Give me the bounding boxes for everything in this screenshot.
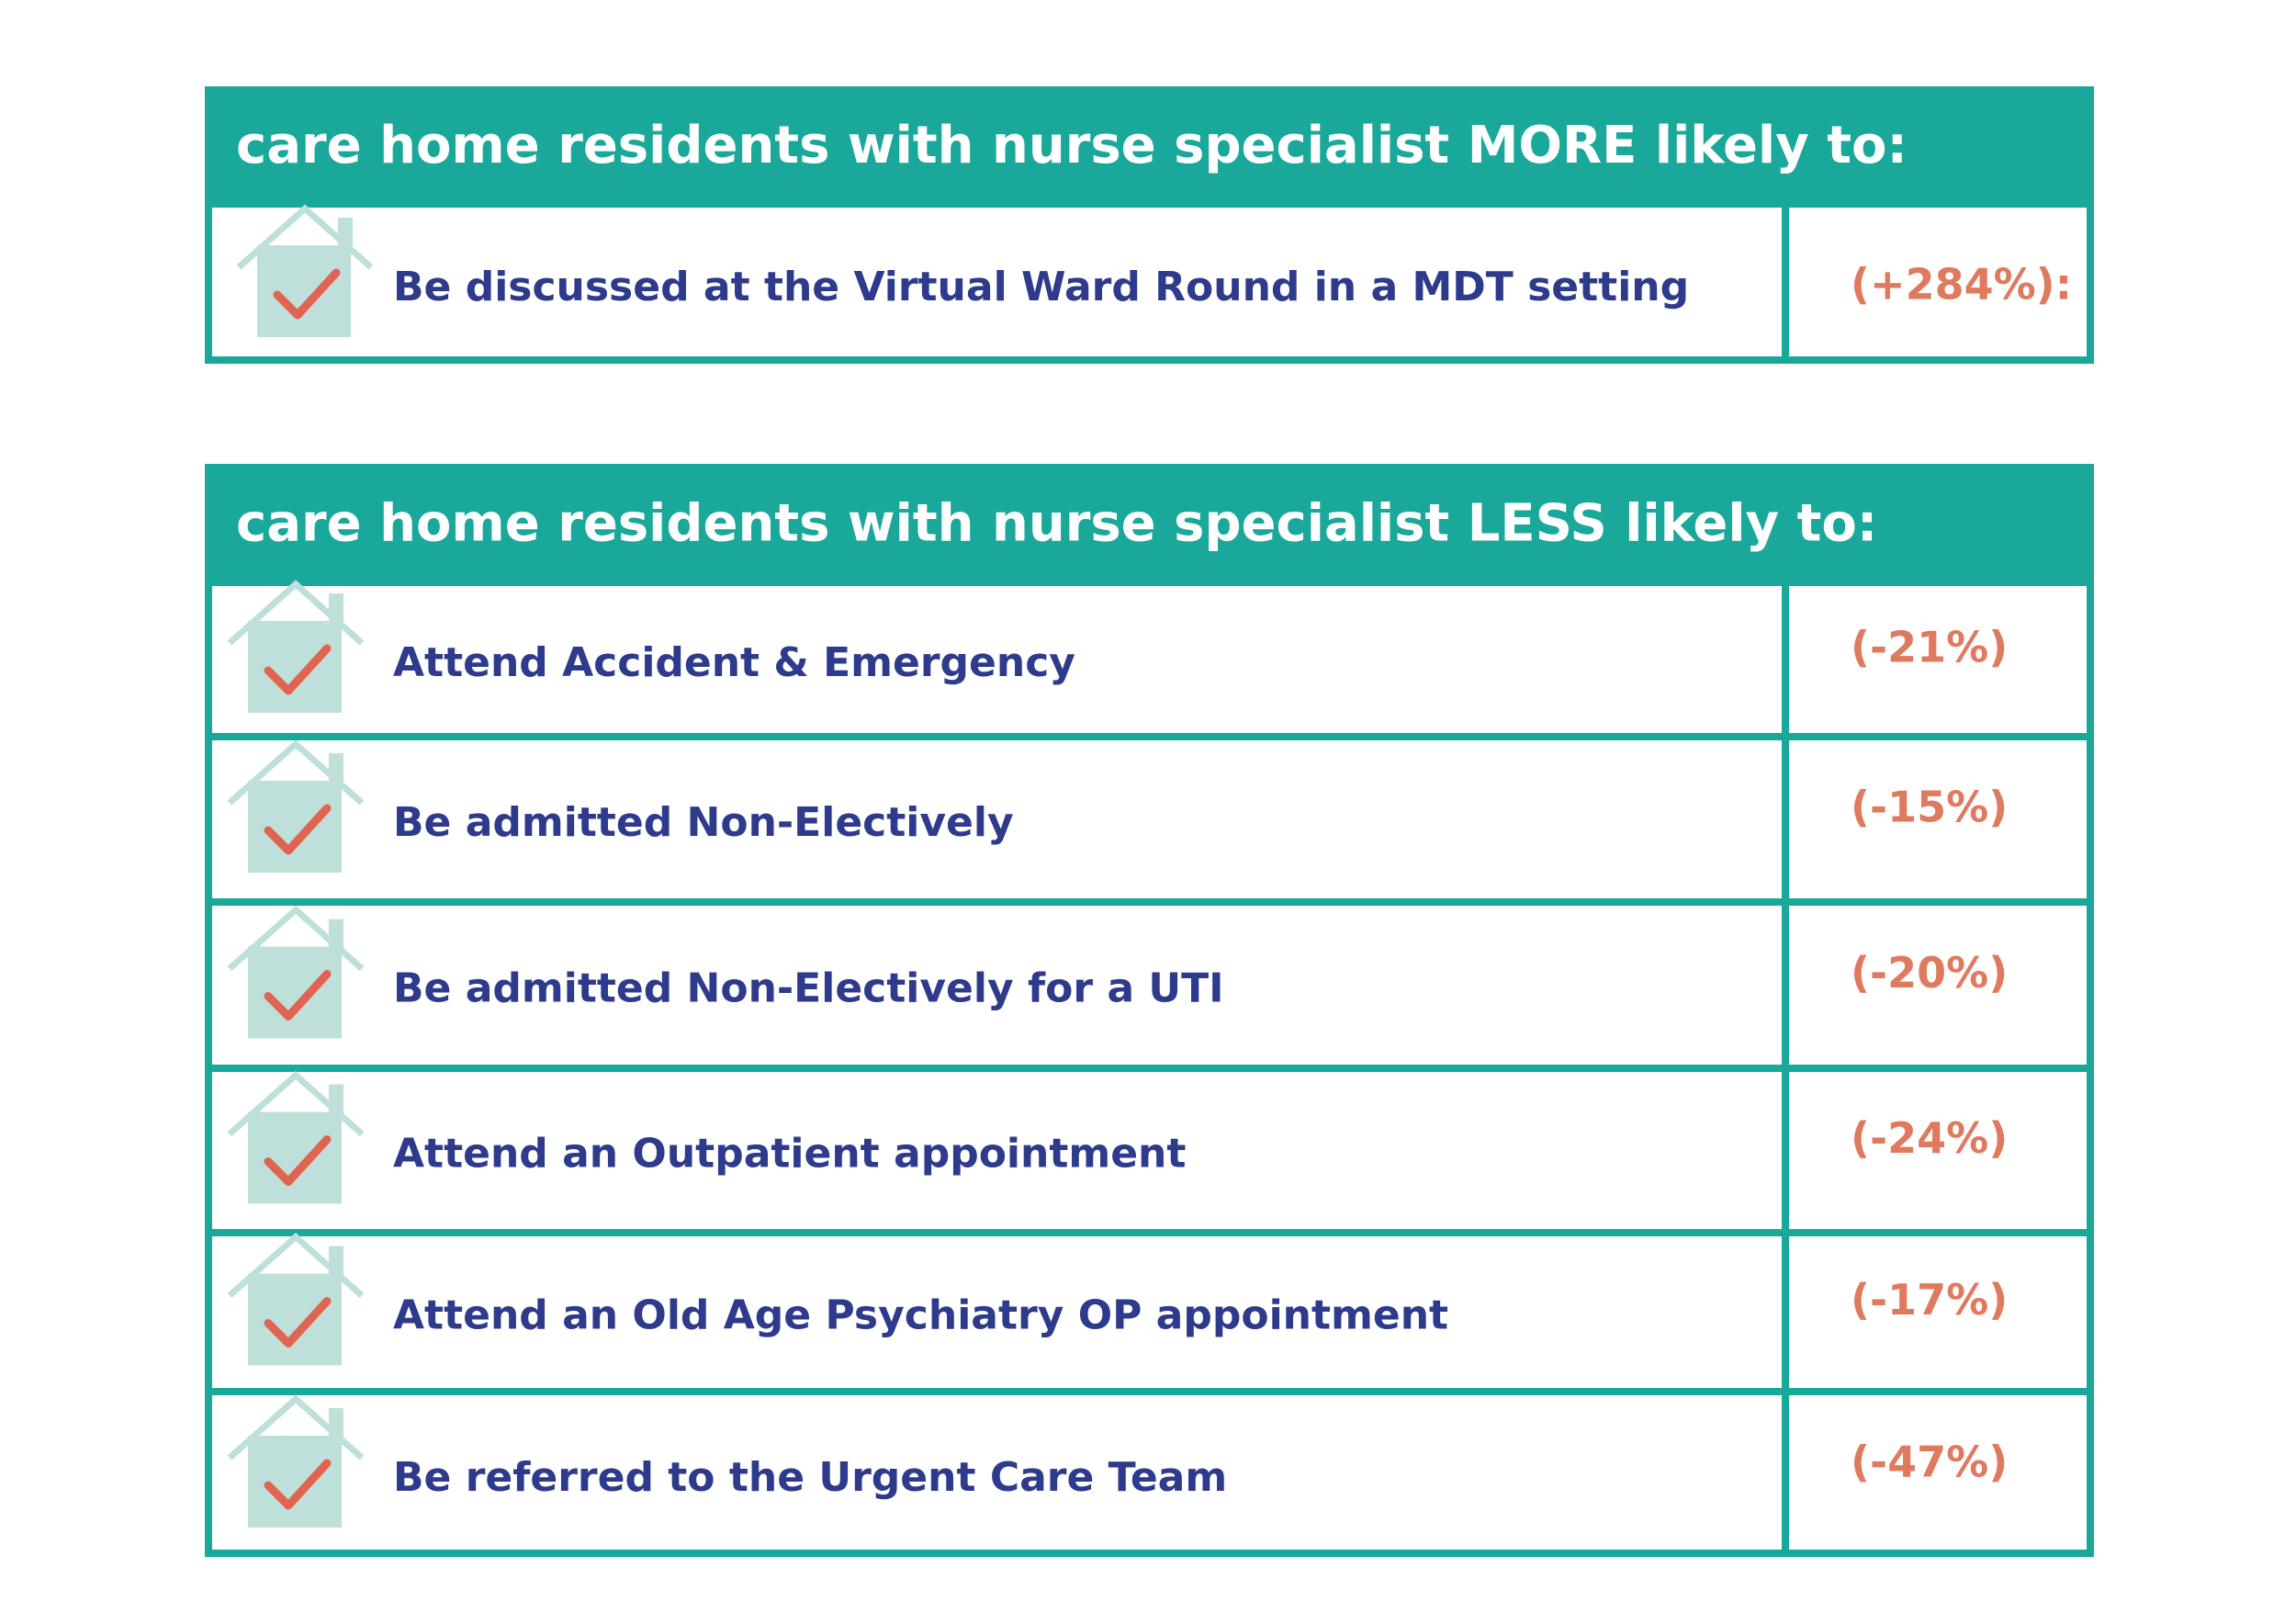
house-roof (227, 905, 365, 972)
check-mark (264, 1135, 332, 1186)
house-body (248, 1436, 342, 1528)
table-header: care home residents with nurse specialis… (236, 116, 1908, 175)
table-header-bg (205, 464, 2094, 582)
house-check-icon (227, 580, 365, 713)
house-check-icon (227, 739, 365, 873)
house-check-icon (227, 1232, 365, 1366)
house-check-icon (227, 1070, 365, 1204)
house-roof (236, 204, 374, 270)
table-border (205, 200, 2094, 364)
house-check-icon (227, 905, 365, 1039)
check-mark (264, 644, 332, 695)
house-roof (227, 580, 365, 646)
house-roof (227, 1070, 365, 1137)
row-label: Be discussed at the Virtual Ward Round i… (393, 264, 1689, 310)
row-label: Attend an Old Age Psychiatry OP appointm… (393, 1292, 1448, 1339)
check-mark (273, 268, 341, 320)
check-mark (264, 804, 332, 855)
row-value: (-24%) (1851, 1113, 2008, 1163)
row-label: Be admitted Non-Electively (393, 799, 1014, 846)
row-label: Be referred to the Urgent Care Team (393, 1454, 1227, 1501)
table-header-bg (205, 86, 2094, 204)
check-mark (264, 1297, 332, 1348)
row-value: (-20%) (1851, 948, 2008, 998)
house-check-icon (227, 1394, 365, 1528)
row-value: (-17%) (1851, 1275, 2008, 1325)
house-body (248, 946, 342, 1039)
row-value: (-47%) (1851, 1438, 2008, 1487)
check-mark (264, 970, 332, 1021)
house-body (248, 781, 342, 873)
house-body (248, 1273, 342, 1366)
row-label: Attend Accident & Emergency (393, 639, 1075, 686)
house-body (248, 1111, 342, 1204)
row-label: Be admitted Non-Electively for a UTI (393, 965, 1223, 1012)
check-mark (264, 1459, 332, 1510)
house-body (257, 245, 351, 337)
house-roof (227, 1394, 365, 1460)
house-roof (227, 739, 365, 806)
house-check-icon (236, 204, 374, 337)
house-roof (227, 1232, 365, 1299)
house-body (248, 621, 342, 713)
row-value: (+284%): (1851, 260, 2072, 310)
table-header: care home residents with nurse specialis… (236, 494, 1877, 554)
row-value: (-21%) (1851, 623, 2008, 672)
row-value: (-15%) (1851, 783, 2008, 832)
row-label: Attend an Outpatient appointment (393, 1131, 1186, 1178)
